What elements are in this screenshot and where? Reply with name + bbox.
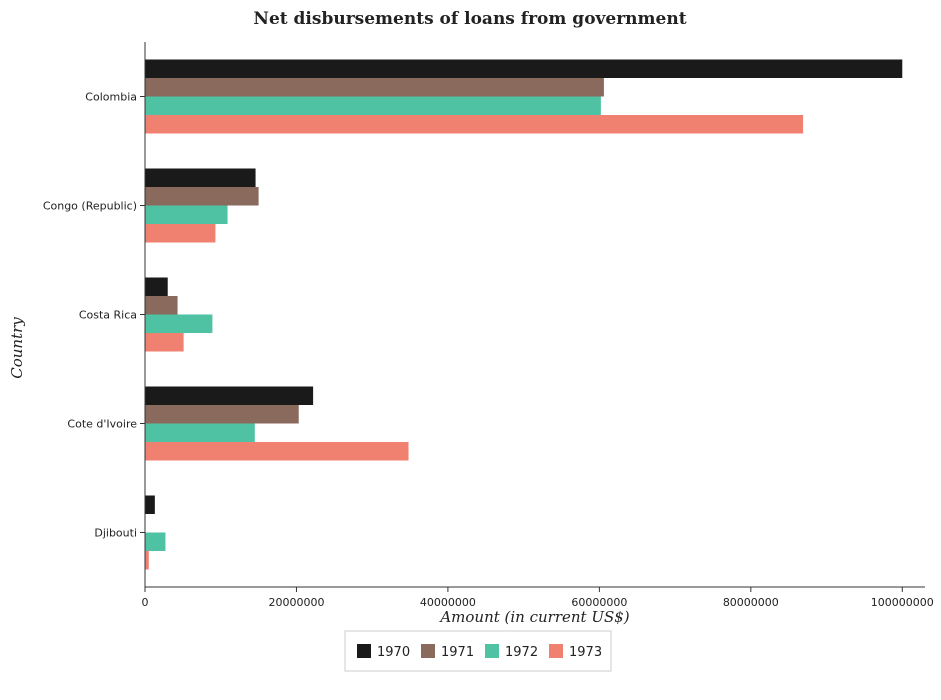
bar-1970-colombia xyxy=(145,59,903,78)
bar-1973-colombia xyxy=(145,115,804,134)
x-tick-label: 20000000 xyxy=(268,596,324,609)
legend-label-1973: 1973 xyxy=(569,645,602,660)
y-tick-label: Cote d'Ivoire xyxy=(67,418,137,431)
x-tick-label: 80000000 xyxy=(723,596,779,609)
bar-1972-colombia xyxy=(145,96,601,115)
x-tick-label: 0 xyxy=(142,596,149,609)
bar-1971-colombia xyxy=(145,78,604,97)
legend-swatch-1973 xyxy=(549,644,563,658)
y-tick-label: Costa Rica xyxy=(79,309,137,322)
legend: 1970 1971 1972 1973 xyxy=(344,630,612,672)
bar-1973-costa-rica xyxy=(145,333,184,352)
bar-1971-congo-republic- xyxy=(145,187,259,206)
y-tick-label: Colombia xyxy=(85,91,137,104)
bar-1970-costa-rica xyxy=(145,277,168,296)
x-axis-label: Amount (in current US$) xyxy=(438,608,629,626)
y-tick-label: Congo (Republic) xyxy=(43,200,137,213)
x-ticks: 0 20000000 40000000 60000000 80000000 1000000… xyxy=(142,587,934,609)
x-tick-label: 40000000 xyxy=(420,596,476,609)
legend-label-1972: 1972 xyxy=(505,645,538,660)
bar-1972-cote-d-ivoire xyxy=(145,423,255,442)
bar-1971-cote-d-ivoire xyxy=(145,405,299,424)
y-axis-label: Country xyxy=(8,317,26,379)
legend-swatch-1972 xyxy=(485,644,499,658)
legend-swatch-1970 xyxy=(357,644,371,658)
y-ticks: Colombia Congo (Republic) Costa Rica Cote d… xyxy=(43,91,145,540)
x-tick-label: 60000000 xyxy=(571,596,627,609)
bar-1973-djibouti xyxy=(145,551,149,570)
bar-1970-djibouti xyxy=(145,495,155,514)
bar-1970-congo-republic- xyxy=(145,168,256,187)
bar-1973-congo-republic- xyxy=(145,224,216,243)
x-tick-label: 100000000 xyxy=(871,596,934,609)
legend-box xyxy=(344,630,612,672)
bar-1972-congo-republic- xyxy=(145,205,228,224)
bar-1970-cote-d-ivoire xyxy=(145,386,314,405)
legend-swatch-1971 xyxy=(421,644,435,658)
legend-label-1971: 1971 xyxy=(441,645,474,660)
chart-title: Net disbursements of loans from governme… xyxy=(253,9,686,29)
bar-1971-costa-rica xyxy=(145,296,178,315)
bar-1972-djibouti xyxy=(145,532,166,551)
legend-label-1970: 1970 xyxy=(377,645,410,660)
bar-1972-costa-rica xyxy=(145,314,213,333)
plot-area xyxy=(144,42,925,588)
y-tick-label: Djibouti xyxy=(94,527,137,540)
bar-1973-cote-d-ivoire xyxy=(145,442,409,461)
